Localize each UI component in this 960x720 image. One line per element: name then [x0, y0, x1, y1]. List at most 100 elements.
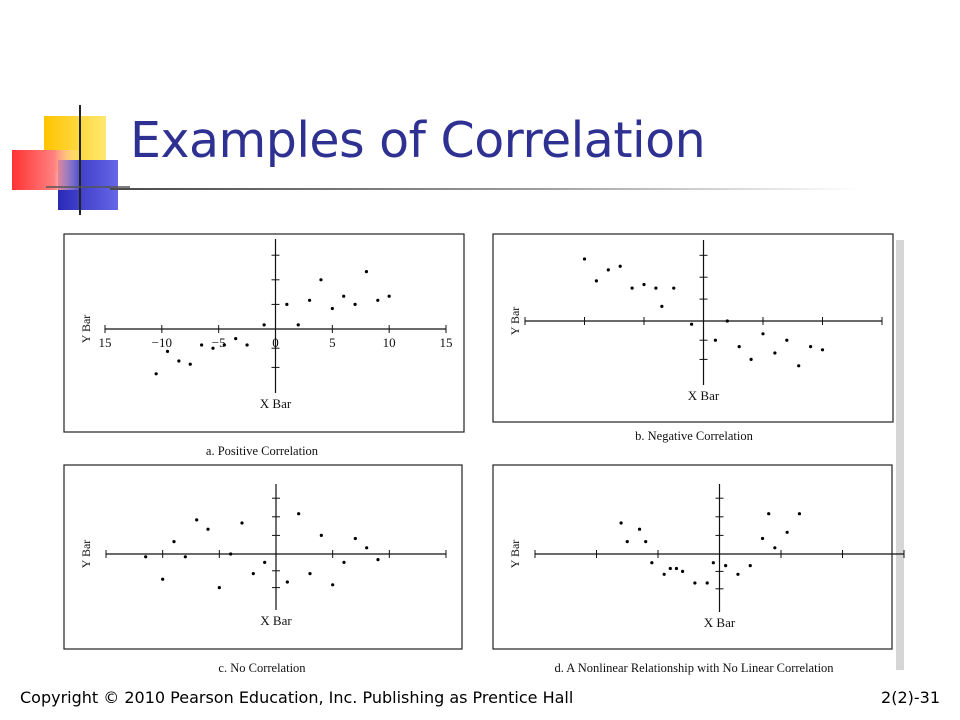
x-tick-label: −10 [152, 335, 172, 350]
data-point [773, 546, 777, 550]
data-point [654, 286, 658, 290]
data-point [737, 345, 741, 349]
data-point [644, 540, 648, 544]
data-point [229, 552, 233, 556]
x-tick-label: 15 [440, 335, 453, 350]
panel-2: X Bar Y Bar b. Negative Correlation [492, 233, 894, 443]
figure-shadow [896, 240, 904, 670]
panel-caption: b. Negative Correlation [635, 429, 753, 443]
data-point [760, 536, 765, 541]
panel-frame [63, 464, 463, 650]
y-axis-label: Y Bar [508, 540, 522, 569]
data-point [672, 286, 676, 290]
x-axis-label: X Bar [260, 396, 292, 411]
data-point [285, 580, 289, 584]
data-point [619, 521, 623, 525]
x-axis-label: X Bar [260, 613, 292, 628]
data-point [785, 338, 789, 342]
data-point [165, 349, 170, 353]
y-axis-label: Y Bar [79, 315, 93, 344]
data-point [222, 343, 226, 347]
data-point [161, 577, 165, 581]
data-point [240, 521, 244, 525]
title-underline [110, 188, 860, 190]
x-tick-label: 0 [272, 335, 279, 350]
data-point [749, 357, 753, 361]
data-point [308, 298, 312, 302]
data-point [285, 302, 289, 306]
page-number: 2(2)-31 [881, 688, 940, 707]
data-point [820, 348, 825, 352]
data-point [582, 257, 587, 261]
data-point [234, 337, 238, 341]
data-point [736, 572, 740, 576]
x-tick-label: −5 [212, 335, 226, 350]
data-point [767, 512, 771, 516]
data-point [773, 351, 777, 355]
data-point [662, 572, 666, 576]
x-tick-label: 5 [329, 335, 336, 350]
panel-frame [63, 233, 465, 433]
x-axis-label: X Bar [688, 388, 720, 403]
data-point [725, 319, 729, 323]
data-point [809, 345, 813, 349]
data-point [353, 536, 357, 541]
data-point [681, 569, 685, 573]
data-point [748, 564, 752, 568]
data-point [297, 512, 301, 516]
data-point [785, 530, 789, 534]
data-point [217, 586, 221, 590]
data-point [188, 362, 192, 366]
data-point [711, 561, 715, 565]
data-point [618, 264, 622, 268]
data-point [376, 558, 380, 562]
panel-1: 15 −10 −5 0 5 10 15 X Bar Y Bar a. Positive Corre… [63, 233, 465, 458]
panel-caption: d. A Nonlinear Relationship with No Line… [554, 661, 834, 675]
correlation-figure: 15 −10 −5 0 5 10 15 X Bar Y Bar a. Positive Corre… [63, 233, 905, 675]
data-point [797, 512, 802, 516]
data-point [365, 546, 369, 550]
data-point [724, 564, 728, 568]
slide-title: Examples of Correlation [130, 112, 706, 169]
data-point [263, 560, 267, 564]
y-axis-label: Y Bar [508, 307, 522, 336]
x-tick-label: 10 [383, 335, 396, 350]
data-point [642, 282, 646, 287]
data-point [364, 270, 369, 274]
title-accent-decoration [12, 105, 130, 215]
data-point [625, 540, 629, 544]
panel-4: X Bar Y Bar d. A Nonlinear Relationship wi… [492, 464, 905, 675]
data-point [154, 372, 158, 376]
data-point [606, 268, 610, 272]
data-point [211, 346, 215, 350]
data-point [330, 306, 334, 311]
data-point [177, 359, 181, 363]
data-point [172, 540, 176, 544]
data-point [594, 279, 599, 283]
copyright-text: Copyright © 2010 Pearson Education, Inc.… [20, 688, 574, 707]
data-point [353, 302, 357, 306]
data-point [342, 560, 346, 564]
data-point [206, 527, 210, 531]
data-point [387, 294, 391, 298]
data-point [183, 555, 187, 559]
data-point [200, 343, 204, 347]
x-axis-label: X Bar [704, 615, 736, 630]
data-point [761, 332, 765, 336]
panel-3: X Bar Y Bar c. No Correlation [63, 464, 463, 675]
panel-caption: c. No Correlation [218, 661, 306, 675]
data-point [705, 581, 709, 585]
data-point [308, 572, 312, 576]
data-point [251, 572, 255, 576]
data-point [674, 566, 679, 571]
data-point [630, 286, 634, 290]
x-tick-label: 15 [99, 335, 112, 350]
panel-caption: a. Positive Correlation [206, 444, 319, 458]
data-point [245, 343, 249, 347]
panel-frame [492, 464, 893, 650]
data-point [296, 323, 300, 327]
data-point [660, 304, 664, 308]
data-point [144, 555, 148, 559]
data-point [650, 561, 654, 565]
data-point [376, 298, 380, 302]
